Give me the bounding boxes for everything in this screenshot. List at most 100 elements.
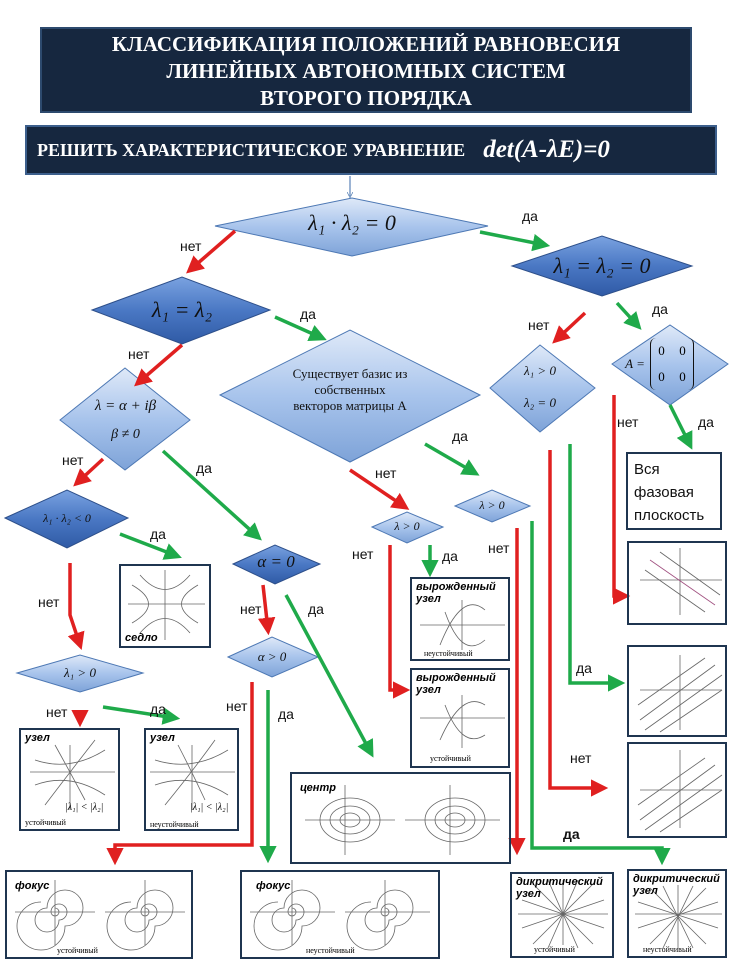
diamond-d5 bbox=[218, 329, 482, 463]
label-d1-no: нет bbox=[180, 238, 202, 254]
task-banner: РЕШИТЬ ХАРАКТЕРИСТИЧЕСКОЕ УРАВНЕНИЕ det(… bbox=[25, 125, 717, 175]
d11-text: λ > 0 bbox=[479, 498, 505, 512]
degen1-portrait bbox=[420, 600, 505, 650]
dicrit1-title: дикритический узел bbox=[516, 876, 603, 900]
d4-text-a: λ = α + iβ bbox=[94, 398, 157, 414]
focus2-box: фокус неустойчивый bbox=[240, 870, 440, 959]
label-d5-no: нет bbox=[375, 465, 397, 481]
label-d1-yes: да bbox=[522, 208, 538, 224]
label-d10-yes: да bbox=[442, 548, 458, 564]
saddle-title: седло bbox=[125, 632, 158, 644]
diamond-d8 bbox=[3, 489, 130, 549]
arrow-d13-no bbox=[106, 682, 254, 866]
lines-portrait-3 bbox=[637, 750, 723, 833]
label-d4-no: нет bbox=[62, 452, 84, 468]
whole-plane-line-3: плоскость bbox=[634, 507, 705, 524]
matrix-cell: 0 bbox=[658, 343, 665, 358]
label-d13-no: нет bbox=[226, 698, 248, 714]
focus2-caption: неустойчивый bbox=[306, 946, 355, 955]
label-d12-no: нет bbox=[46, 704, 68, 720]
degen1-title-1: вырожденный bbox=[416, 581, 496, 593]
diamond-d7 bbox=[611, 324, 729, 406]
label-d6-no: нет bbox=[570, 750, 592, 766]
d5-line-3: векторов матрицы A bbox=[293, 398, 407, 413]
arrow-d6-yes bbox=[568, 444, 626, 692]
lines-portrait-1 bbox=[640, 548, 722, 615]
label-d8-no: нет bbox=[38, 594, 60, 610]
label-d11-yes: да bbox=[563, 826, 580, 842]
label-d7-yes: да bbox=[698, 414, 714, 430]
node1-title: узел bbox=[25, 732, 50, 744]
degen2-title-2: узел bbox=[416, 684, 441, 696]
focus1-box: фокус устойчивый bbox=[5, 870, 193, 959]
matrix-cell: 0 bbox=[658, 369, 665, 384]
whole-plane-box: Вся фазовая плоскость bbox=[626, 452, 722, 530]
arrow-d7-no bbox=[612, 395, 631, 605]
degen2-box: вырожденный узел устойчивый bbox=[410, 668, 510, 768]
dicrit1-title-2: узел bbox=[516, 888, 541, 900]
title-line-1: КЛАССИФИКАЦИЯ ПОЛОЖЕНИЙ РАВНОВЕСИЯ bbox=[111, 31, 621, 56]
lines-box-1 bbox=[627, 541, 727, 625]
degen1-title-2: узел bbox=[416, 593, 441, 605]
degen1-box: вырожденный узел неустойчивый bbox=[410, 577, 510, 661]
d2-text: λ₁ = λ₂ bbox=[151, 297, 213, 322]
dicrit1-title-1: дикритический bbox=[516, 876, 603, 888]
arrow-d3-no bbox=[552, 311, 587, 344]
label-d13-yes: да bbox=[278, 706, 294, 722]
node1-box: узел |λ₁| < |λ₂| устойчивый bbox=[19, 728, 120, 831]
label-d8-yes: да bbox=[150, 526, 166, 542]
dicrit2-portrait bbox=[635, 885, 722, 949]
d5-line-1: Существует базис из bbox=[292, 366, 408, 381]
arrow-d12-yes bbox=[102, 705, 181, 725]
degen2-title: вырожденный узел bbox=[416, 672, 496, 696]
label-d7-no: нет bbox=[617, 414, 639, 430]
node2-box: узел |λ₁| < |λ₂| неустойчивый bbox=[144, 728, 239, 831]
dicrit2-caption: неустойчивый bbox=[643, 945, 692, 954]
degen2-title-1: вырожденный bbox=[416, 672, 496, 684]
focus1-caption: устойчивый bbox=[57, 946, 98, 955]
label-d12-yes: да bbox=[150, 701, 166, 717]
diamond-d9 bbox=[231, 544, 322, 585]
label-d2-yes: да bbox=[300, 306, 316, 322]
node2-portrait bbox=[150, 739, 235, 810]
degen2-portrait bbox=[420, 695, 505, 748]
arrow-d1-no bbox=[186, 229, 237, 274]
dicrit2-box: дикритический узел неустойчивый bbox=[627, 869, 727, 958]
d6-text-b: λ₂ = 0 bbox=[524, 395, 556, 410]
whole-plane-line-2: фазовая bbox=[634, 484, 694, 501]
matrix-cell: 0 bbox=[679, 369, 686, 384]
arrow-d4-yes bbox=[161, 449, 262, 541]
d12-text: λ₁ > 0 bbox=[64, 665, 96, 680]
title-line-3: ВТОРОГО ПОРЯДКА bbox=[260, 85, 472, 110]
diamond-d6 bbox=[489, 344, 596, 433]
label-d4-yes: да bbox=[196, 460, 212, 476]
saddle-box: седло bbox=[119, 564, 211, 648]
node1-condition: |λ₁| < |λ₂| bbox=[65, 802, 104, 813]
dicrit2-title-2: узел bbox=[633, 885, 658, 897]
dicrit2-title: дикритический узел bbox=[633, 873, 720, 897]
d13-text: α > 0 bbox=[257, 649, 287, 664]
d9-text: α = 0 bbox=[257, 552, 295, 571]
label-d11-no: нет bbox=[488, 540, 510, 556]
diamond-d10 bbox=[370, 511, 445, 544]
node2-condition: |λ₁| < |λ₂| bbox=[190, 802, 229, 813]
label-d5-yes: да bbox=[452, 428, 468, 444]
whole-plane-line-1: Вся bbox=[634, 461, 660, 478]
diamond-d1 bbox=[214, 197, 489, 257]
arrow-d5-yes bbox=[424, 442, 480, 476]
arrow-d5-no bbox=[349, 468, 410, 510]
diamond-d2 bbox=[90, 276, 272, 345]
arrow-d9-yes bbox=[284, 594, 374, 758]
dicrit1-portrait bbox=[518, 879, 608, 949]
arrow-d1-yes bbox=[479, 230, 551, 252]
label-d3-no: нет bbox=[528, 317, 550, 333]
focus2-portraits bbox=[250, 880, 430, 951]
saddle-portrait bbox=[128, 570, 205, 640]
arrow-d2-yes bbox=[274, 315, 327, 341]
center-portrait-2 bbox=[405, 785, 500, 855]
focus1-portraits bbox=[15, 880, 185, 951]
node1-portrait bbox=[30, 739, 115, 810]
diamond-d3 bbox=[510, 235, 694, 297]
task-label: РЕШИТЬ ХАРАКТЕРИСТИЧЕСКОЕ УРАВНЕНИЕ bbox=[37, 139, 466, 160]
d6-text-a: λ₁ > 0 bbox=[524, 363, 556, 378]
